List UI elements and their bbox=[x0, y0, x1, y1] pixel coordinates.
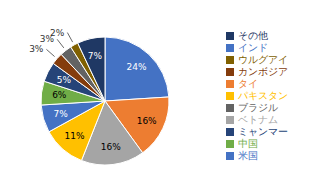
svg-text:6%: 6% bbox=[52, 90, 67, 100]
html-text:タイ: タイ bbox=[238, 77, 258, 89]
html-text:ウルグアイ: ウルグアイ bbox=[238, 53, 288, 65]
html-text:ミャンマー: ミャンマー bbox=[238, 125, 288, 137]
svg-text:24%: 24% bbox=[127, 62, 147, 72]
html-text:その他: その他 bbox=[238, 29, 268, 41]
svg-text:3%: 3% bbox=[29, 44, 44, 54]
svg-text:11%: 11% bbox=[65, 131, 85, 141]
svg-text:5%: 5% bbox=[57, 75, 72, 85]
html-text:中国: 中国 bbox=[238, 137, 258, 149]
html-text:カンボジア: カンボジア bbox=[238, 65, 288, 77]
svg-text:16%: 16% bbox=[137, 116, 157, 126]
svg-text:7%: 7% bbox=[88, 51, 103, 61]
svg-text:2%: 2% bbox=[50, 28, 65, 38]
html-text:インド: インド bbox=[238, 41, 268, 53]
html-text:米国: 米国 bbox=[238, 149, 258, 161]
html-text:ブラジル: ブラジル bbox=[238, 101, 278, 113]
svg-text:16%: 16% bbox=[101, 142, 121, 152]
svg-text:3%: 3% bbox=[39, 34, 55, 45]
svg-text:7%: 7% bbox=[54, 109, 69, 119]
html-text:ベトナム: ベトナム bbox=[238, 113, 278, 125]
html-text:パキスタン: パキスタン bbox=[238, 89, 288, 101]
